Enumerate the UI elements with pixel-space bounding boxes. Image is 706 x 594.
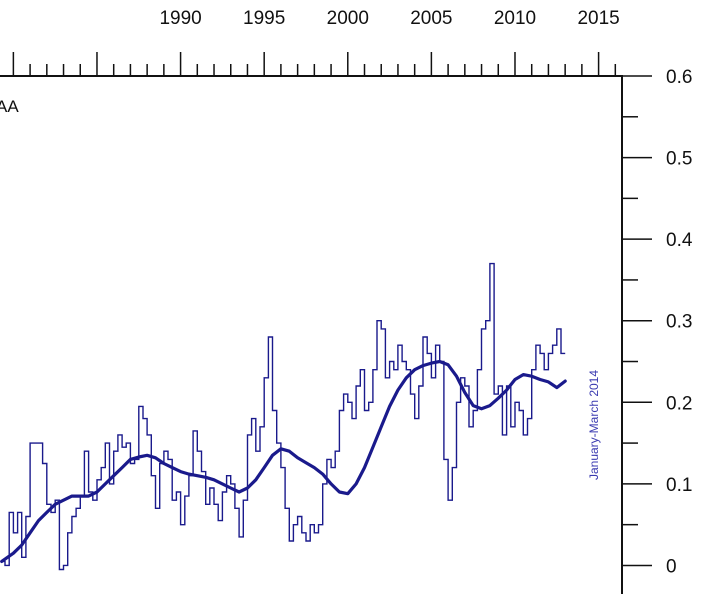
y-tick-label: 0.4: [666, 230, 693, 251]
series-smoothed-line: [0, 359, 567, 563]
x-axis-tick-labels: 1990 1995 2000 2005 2010 2015: [159, 8, 619, 29]
x-tick-label: 1990: [159, 8, 201, 29]
x-tick-label: 2000: [327, 8, 369, 29]
x-tick-label: 2015: [577, 8, 619, 29]
y-axis-tick-labels: 0 0.1 0.2 0.3 0.4 0.5 0.6: [666, 67, 693, 577]
series-step-line: [0, 262, 566, 571]
y-axis-ticks: [622, 75, 652, 567]
y-tick-label: 0.6: [666, 67, 692, 88]
y-tick-label: 0: [666, 556, 677, 577]
x-tick-label: 2005: [410, 8, 452, 29]
y-tick-label: 0.5: [666, 149, 692, 170]
x-axis-ticks: [12, 52, 617, 76]
plot-label: AA: [0, 97, 19, 116]
x-tick-label: 1995: [243, 8, 285, 29]
y-tick-label: 0.2: [666, 393, 692, 414]
y-tick-label: 0.3: [666, 312, 692, 333]
y-tick-label: 0.1: [666, 475, 692, 496]
x-tick-label: 2010: [494, 8, 536, 29]
date-label: January-March 2014: [587, 370, 601, 480]
